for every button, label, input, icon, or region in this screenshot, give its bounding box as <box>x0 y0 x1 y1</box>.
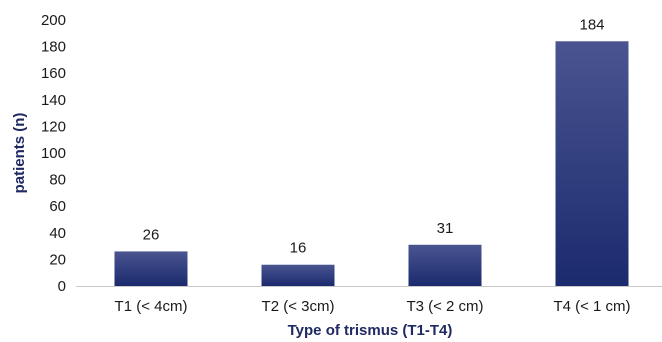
y-tick-label: 0 <box>58 278 66 295</box>
data-labels: 26 16 31 184 <box>143 16 605 256</box>
data-label: 16 <box>290 240 307 257</box>
x-category-label: T4 (< 1 cm) <box>553 298 630 315</box>
y-tick-label: 20 <box>49 251 66 268</box>
bar <box>408 244 482 286</box>
x-category-label: T1 (< 4cm) <box>115 298 188 315</box>
bar <box>114 251 188 286</box>
y-tick-label: 120 <box>41 118 66 135</box>
y-tick-label: 160 <box>41 65 66 82</box>
y-tick-label: 60 <box>49 198 66 215</box>
y-tick-label: 140 <box>41 92 66 109</box>
data-label: 31 <box>437 220 454 237</box>
data-label: 26 <box>143 226 160 243</box>
y-axis-title: patients (n) <box>11 113 28 194</box>
y-tick-label: 180 <box>41 39 66 56</box>
x-axis-title: Type of trismus (T1-T4) <box>288 322 453 339</box>
x-category-label: T3 (< 2 cm) <box>406 298 483 315</box>
data-label: 184 <box>579 16 604 33</box>
bar <box>555 41 629 286</box>
y-tick-label: 100 <box>41 145 66 162</box>
y-tick-label: 200 <box>41 12 66 29</box>
x-category-label: T2 (< 3cm) <box>262 298 335 315</box>
y-tick-label: 40 <box>49 225 66 242</box>
bars <box>114 41 629 286</box>
y-axis-ticks: 0 20 40 60 80 100 120 140 160 180 200 <box>41 12 66 295</box>
bar <box>261 264 335 286</box>
x-axis-category-labels: T1 (< 4cm) T2 (< 3cm) T3 (< 2 cm) T4 (< 1 c… <box>115 298 631 315</box>
y-tick-label: 80 <box>49 172 66 189</box>
